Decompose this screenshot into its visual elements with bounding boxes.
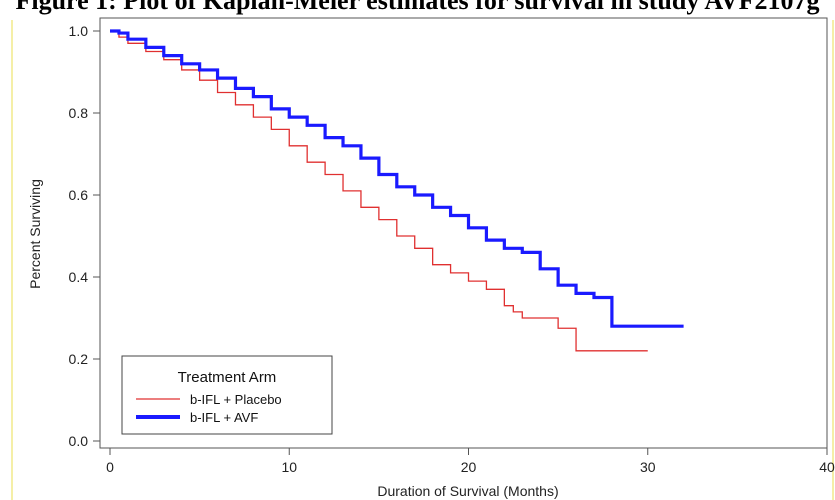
y-tick-label: 0.8 [69, 105, 89, 121]
legend-box [121, 355, 333, 435]
axis-ticks: 0 10 20 30 40 0.0 0.2 0.4 0.6 0.8 1.0 [69, 23, 835, 475]
series-line-placebo [110, 30, 648, 352]
series-layer [110, 29, 684, 352]
x-tick-label: 20 [461, 459, 477, 475]
y-tick-label: 0.2 [69, 351, 89, 367]
legend-title: Treatment Arm [178, 369, 277, 386]
legend-label-placebo: b-IFL + Placebo [190, 392, 282, 407]
legend: Treatment Arm b-IFL + Placebo b-IFL + AV… [121, 355, 333, 435]
y-tick-label: 0.4 [69, 269, 89, 285]
x-tick-label: 30 [640, 459, 656, 475]
x-tick-label: 10 [281, 459, 297, 475]
legend-label-avf: b-IFL + AVF [190, 410, 258, 425]
y-tick-label: 0.6 [69, 187, 89, 203]
y-tick-label: 0.0 [69, 433, 89, 449]
y-axis-title: Percent Surviving [27, 179, 43, 289]
x-axis-title: Duration of Survival (Months) [377, 483, 558, 499]
series-line-avf [110, 29, 684, 328]
y-tick-label: 1.0 [69, 23, 89, 39]
x-tick-label: 0 [106, 459, 114, 475]
x-tick-label: 40 [819, 459, 835, 475]
figure-title: Figure 1: Plot of Kaplan-Meier estimates… [15, 0, 820, 15]
plot-frame [99, 17, 828, 449]
